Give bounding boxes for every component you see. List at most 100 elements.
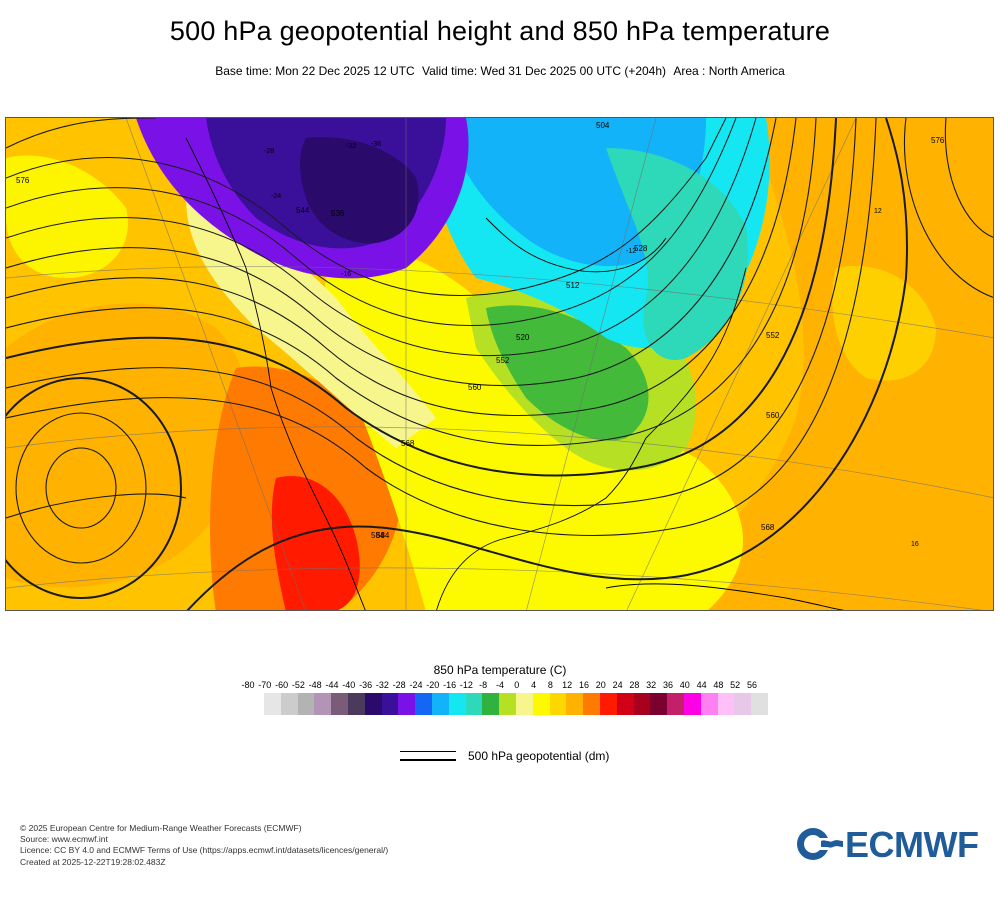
contour-label: 504 <box>596 121 610 130</box>
legend-swatch <box>566 693 584 715</box>
created-line: Created at 2025-12-22T19:28:02.483Z <box>20 856 166 867</box>
legend-swatch <box>398 693 416 715</box>
geopotential-contours <box>6 118 993 610</box>
contour-label: 576 <box>931 136 945 145</box>
legend-tick-label: 28 <box>629 680 640 690</box>
legend-swatch <box>583 693 600 715</box>
legend-tick-label: 32 <box>646 680 657 690</box>
graticule <box>6 118 993 610</box>
legend-tick-label: 0 <box>514 680 520 690</box>
temp-field-atlantic-yellow <box>832 266 936 381</box>
ecmwf-logo: ECMWF <box>795 824 985 866</box>
legend-tick-label: 48 <box>713 680 724 690</box>
legend-tick-label: 16 <box>578 680 589 690</box>
contour-label: 552 <box>766 331 780 340</box>
legend-swatch <box>650 693 668 715</box>
legend-tick-label: -12 <box>459 680 473 690</box>
coastlines <box>185 137 844 610</box>
contour-label-layer: 576 584 552 560 568 504 512 520 528 536 … <box>16 121 945 540</box>
temp-label-layer: -32 -36 -28 -24 -16 -12 12 16 <box>264 141 919 548</box>
ecmwf-logo-icon <box>797 828 843 860</box>
legend-tick-label: -24 <box>409 680 423 690</box>
legend-tick-label: 24 <box>612 680 623 690</box>
licence-line: Licence: CC BY 4.0 and ECMWF Terms of Us… <box>20 845 389 856</box>
legend-tick-label: -20 <box>426 680 440 690</box>
legend-tick-label: -80 <box>241 680 255 690</box>
legend-swatch <box>683 693 701 715</box>
legend-tick-label: 12 <box>562 680 573 690</box>
legend-tick-label: -8 <box>479 680 488 690</box>
legend-tick-label: 20 <box>595 680 606 690</box>
temperature-color-scale <box>264 693 768 715</box>
legend-tick-label: -52 <box>291 680 305 690</box>
legend-swatch <box>717 693 735 715</box>
temp-field-atlantic-warm <box>628 118 993 610</box>
legend-tick-label: -48 <box>308 680 322 690</box>
temp-field-pacific-warm <box>6 303 249 588</box>
contour-label: 560 <box>766 411 780 420</box>
temp-label: -28 <box>264 148 274 155</box>
geopotential-legend-thin-line <box>400 751 456 752</box>
legend-swatch <box>700 693 718 715</box>
temp-label: 12 <box>874 208 882 215</box>
temp-label: 16 <box>911 541 919 548</box>
contour-label: 520 <box>516 333 530 342</box>
legend-tick-label: -32 <box>375 680 389 690</box>
legend-tick-label: -16 <box>443 680 457 690</box>
legend-tick-label: -36 <box>359 680 373 690</box>
legend-swatch <box>549 693 567 715</box>
legend-swatch <box>751 693 768 715</box>
legend-swatch <box>633 693 651 715</box>
temp-label: -32 <box>346 143 356 150</box>
legend-tick-label: -70 <box>258 680 272 690</box>
legend-tick-label: 36 <box>662 680 673 690</box>
legend-swatch <box>415 693 432 715</box>
legend-tick-label: 40 <box>679 680 690 690</box>
temp-field-light-yellow <box>186 198 436 448</box>
temp-field-teal <box>606 148 748 360</box>
legend-tick-label: 52 <box>730 680 741 690</box>
valid-time: Valid time: Wed 31 Dec 2025 00 UTC (+204… <box>422 64 667 78</box>
contour-label: 528 <box>634 244 648 253</box>
contour-label: 560 <box>468 383 482 392</box>
legend-swatch <box>381 693 399 715</box>
base-time: Base time: Mon 22 Dec 2025 12 UTC <box>215 64 415 78</box>
temp-field-pacific-yellow <box>6 155 128 278</box>
legend-swatch <box>431 693 449 715</box>
contour-label: 576 <box>16 176 30 185</box>
legend-tick-label: -60 <box>275 680 289 690</box>
chart-subtitle: Base time: Mon 22 Dec 2025 12 UTC Valid … <box>0 64 1000 78</box>
temp-label: -24 <box>271 193 281 200</box>
legend-swatch <box>532 693 550 715</box>
temp-field-green <box>486 305 649 441</box>
legend-swatch <box>314 693 332 715</box>
temp-label: -36 <box>371 141 381 148</box>
contour-label: 584 <box>371 531 385 540</box>
temperature-legend-title: 850 hPa temperature (C) <box>433 663 567 677</box>
geopotential-legend: 500 hPa geopotential (dm) <box>400 748 660 768</box>
temp-field-central-yellow <box>325 246 743 610</box>
chart-title: 500 hPa geopotential height and 850 hPa … <box>169 16 831 46</box>
legend-swatch <box>465 693 483 715</box>
legend-tick-label: -28 <box>392 680 406 690</box>
source-line: Source: www.ecmwf.int <box>20 834 108 845</box>
legend-tick-label: -40 <box>342 680 356 690</box>
contour-label: 552 <box>496 356 510 365</box>
legend-swatch <box>667 693 684 715</box>
contour-label: 512 <box>566 281 580 290</box>
legend-swatch <box>264 693 281 715</box>
legend-swatch <box>448 693 466 715</box>
contour-label: 536 <box>331 209 345 218</box>
legend-swatch <box>331 693 348 715</box>
legend-swatch <box>616 693 634 715</box>
legend-tick-label: -4 <box>495 680 504 690</box>
copyright-line: © 2025 European Centre for Medium-Range … <box>20 823 302 833</box>
geopotential-legend-label: 500 hPa geopotential (dm) <box>468 749 610 763</box>
contour-label: 568 <box>401 439 415 448</box>
footer-credits: © 2025 European Centre for Medium-Range … <box>20 823 388 868</box>
contour-label: 544 <box>296 206 310 215</box>
legend-tick-label: -44 <box>325 680 339 690</box>
legend-swatch <box>599 693 617 715</box>
ecmwf-logo-text: ECMWF <box>845 824 979 865</box>
legend-swatch <box>364 693 382 715</box>
